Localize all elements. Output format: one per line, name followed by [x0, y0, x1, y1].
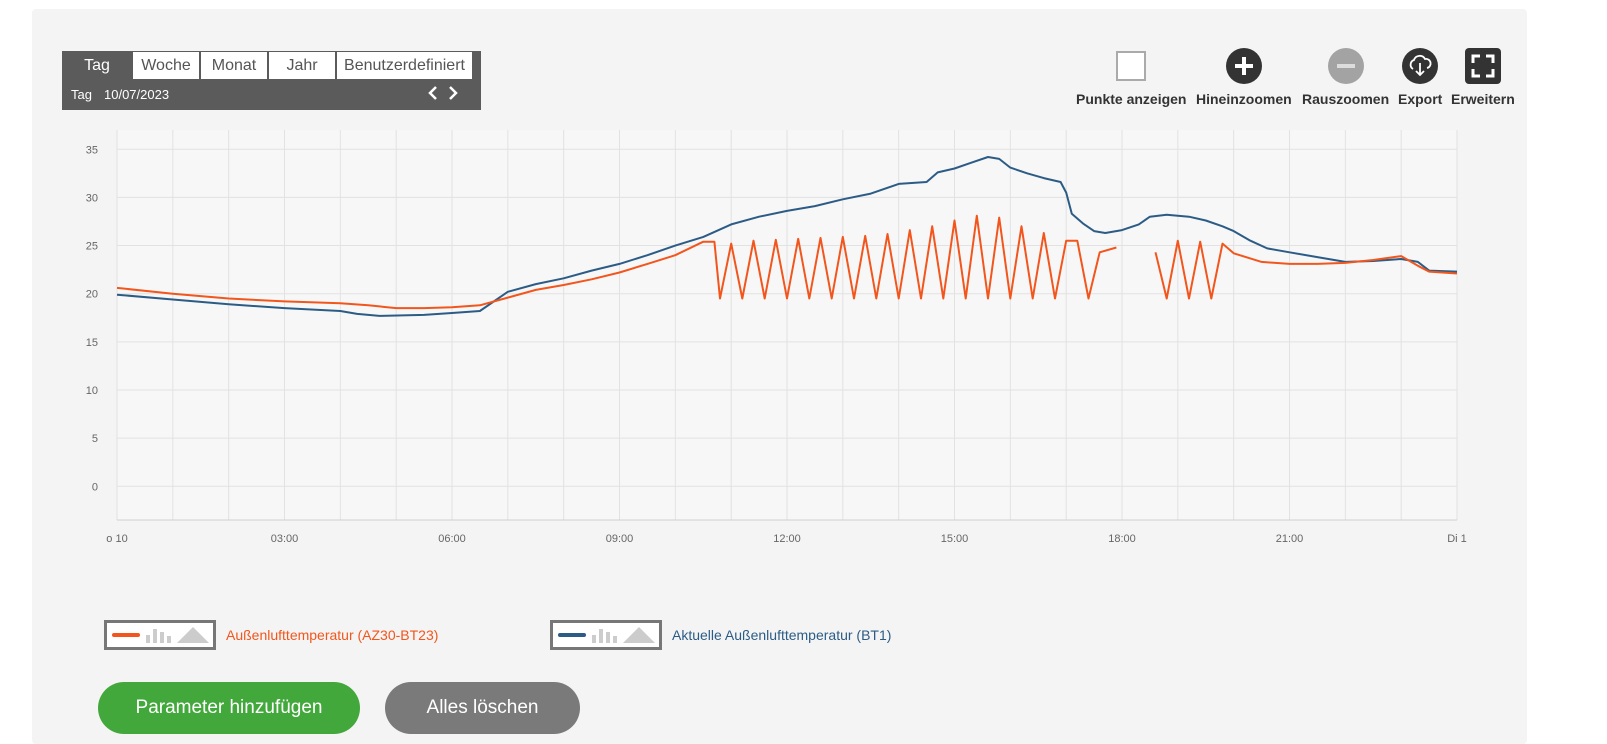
date-row: Tag 10/07/2023	[62, 80, 481, 110]
expand-label: Erweitern	[1451, 91, 1515, 107]
x-tick-label: 18:00	[1108, 533, 1136, 545]
zoom-in-button[interactable]: Hineinzoomen	[1196, 48, 1292, 107]
y-tick-label: 20	[86, 289, 98, 301]
legend-swatch-bt1	[550, 620, 662, 650]
legend-swatch-az30	[104, 620, 216, 650]
add-parameter-button[interactable]: Parameter hinzufügen	[98, 682, 360, 734]
x-tick-label: 12:00	[773, 533, 801, 545]
plus-icon	[1225, 48, 1262, 84]
expand-button[interactable]: Erweitern	[1451, 48, 1515, 107]
legend-label-bt1: Aktuelle Außenlufttemperatur (BT1)	[672, 627, 892, 643]
show-points-toggle[interactable]: Punkte anzeigen	[1076, 48, 1186, 107]
tab-year[interactable]: Jahr	[268, 51, 336, 80]
period-label: Tag	[71, 87, 92, 102]
x-tick-label: 03:00	[271, 533, 299, 545]
y-tick-label: 30	[86, 192, 98, 204]
chevron-right-icon[interactable]	[444, 80, 462, 110]
cloud-download-icon	[1402, 48, 1439, 84]
tab-custom[interactable]: Benutzerdefiniert	[336, 51, 473, 80]
x-tick-label: 15:00	[941, 533, 969, 545]
y-axis: 0 5 10 15 20 25 30 35	[86, 144, 98, 493]
tab-month[interactable]: Monat	[200, 51, 268, 80]
chart-grid	[62, 120, 1498, 560]
export-button[interactable]: Export	[1398, 48, 1442, 107]
x-axis: o 10 03:00 06:00 09:00 12:00 15:00 18:00 21:00 D…	[106, 519, 1467, 545]
y-tick-label: 15	[86, 337, 98, 349]
range-tabs: Tag Woche Monat Jahr Benutzerdefiniert	[62, 51, 481, 80]
y-tick-label: 25	[86, 241, 98, 253]
x-tick-label: o 10	[106, 533, 127, 545]
checkbox-icon[interactable]	[1113, 48, 1149, 84]
tab-week[interactable]: Woche	[132, 51, 200, 80]
temperature-line-chart[interactable]: 0 5 10 15 20 25 30 35 o 10 03:00 06:00 09:00 12:00 1…	[62, 120, 1498, 560]
current-date: 10/07/2023	[104, 87, 170, 102]
zoom-out-button[interactable]: Rauszoomen	[1302, 48, 1389, 107]
y-tick-label: 0	[92, 481, 98, 493]
show-points-label: Punkte anzeigen	[1076, 91, 1187, 107]
zoom-out-label: Rauszoomen	[1302, 91, 1390, 107]
x-tick-label: 06:00	[438, 533, 466, 545]
minus-icon	[1327, 48, 1364, 84]
x-tick-label: 09:00	[606, 533, 634, 545]
chevron-left-icon[interactable]	[424, 80, 442, 110]
y-tick-label: 35	[86, 144, 98, 156]
export-label: Export	[1398, 91, 1443, 107]
clear-all-button[interactable]: Alles löschen	[385, 682, 580, 734]
fullscreen-icon	[1464, 48, 1501, 84]
chart-series	[116, 156, 1458, 317]
legend-label-az30: Außenlufttemperatur (AZ30-BT23)	[226, 627, 439, 643]
y-tick-label: 10	[86, 385, 98, 397]
series-line-1	[116, 214, 1458, 310]
time-range-selector: Tag Woche Monat Jahr Benutzerdefiniert T…	[62, 51, 481, 110]
legend-item-bt1[interactable]: Aktuelle Außenlufttemperatur (BT1)	[550, 620, 891, 650]
zoom-in-label: Hineinzoomen	[1196, 91, 1292, 107]
x-tick-label: Di 1	[1447, 533, 1467, 545]
tab-day[interactable]: Tag	[62, 51, 132, 80]
x-tick-label: 21:00	[1276, 533, 1304, 545]
legend-item-az30-bt23[interactable]: Außenlufttemperatur (AZ30-BT23)	[104, 620, 438, 650]
y-tick-label: 5	[92, 433, 98, 445]
